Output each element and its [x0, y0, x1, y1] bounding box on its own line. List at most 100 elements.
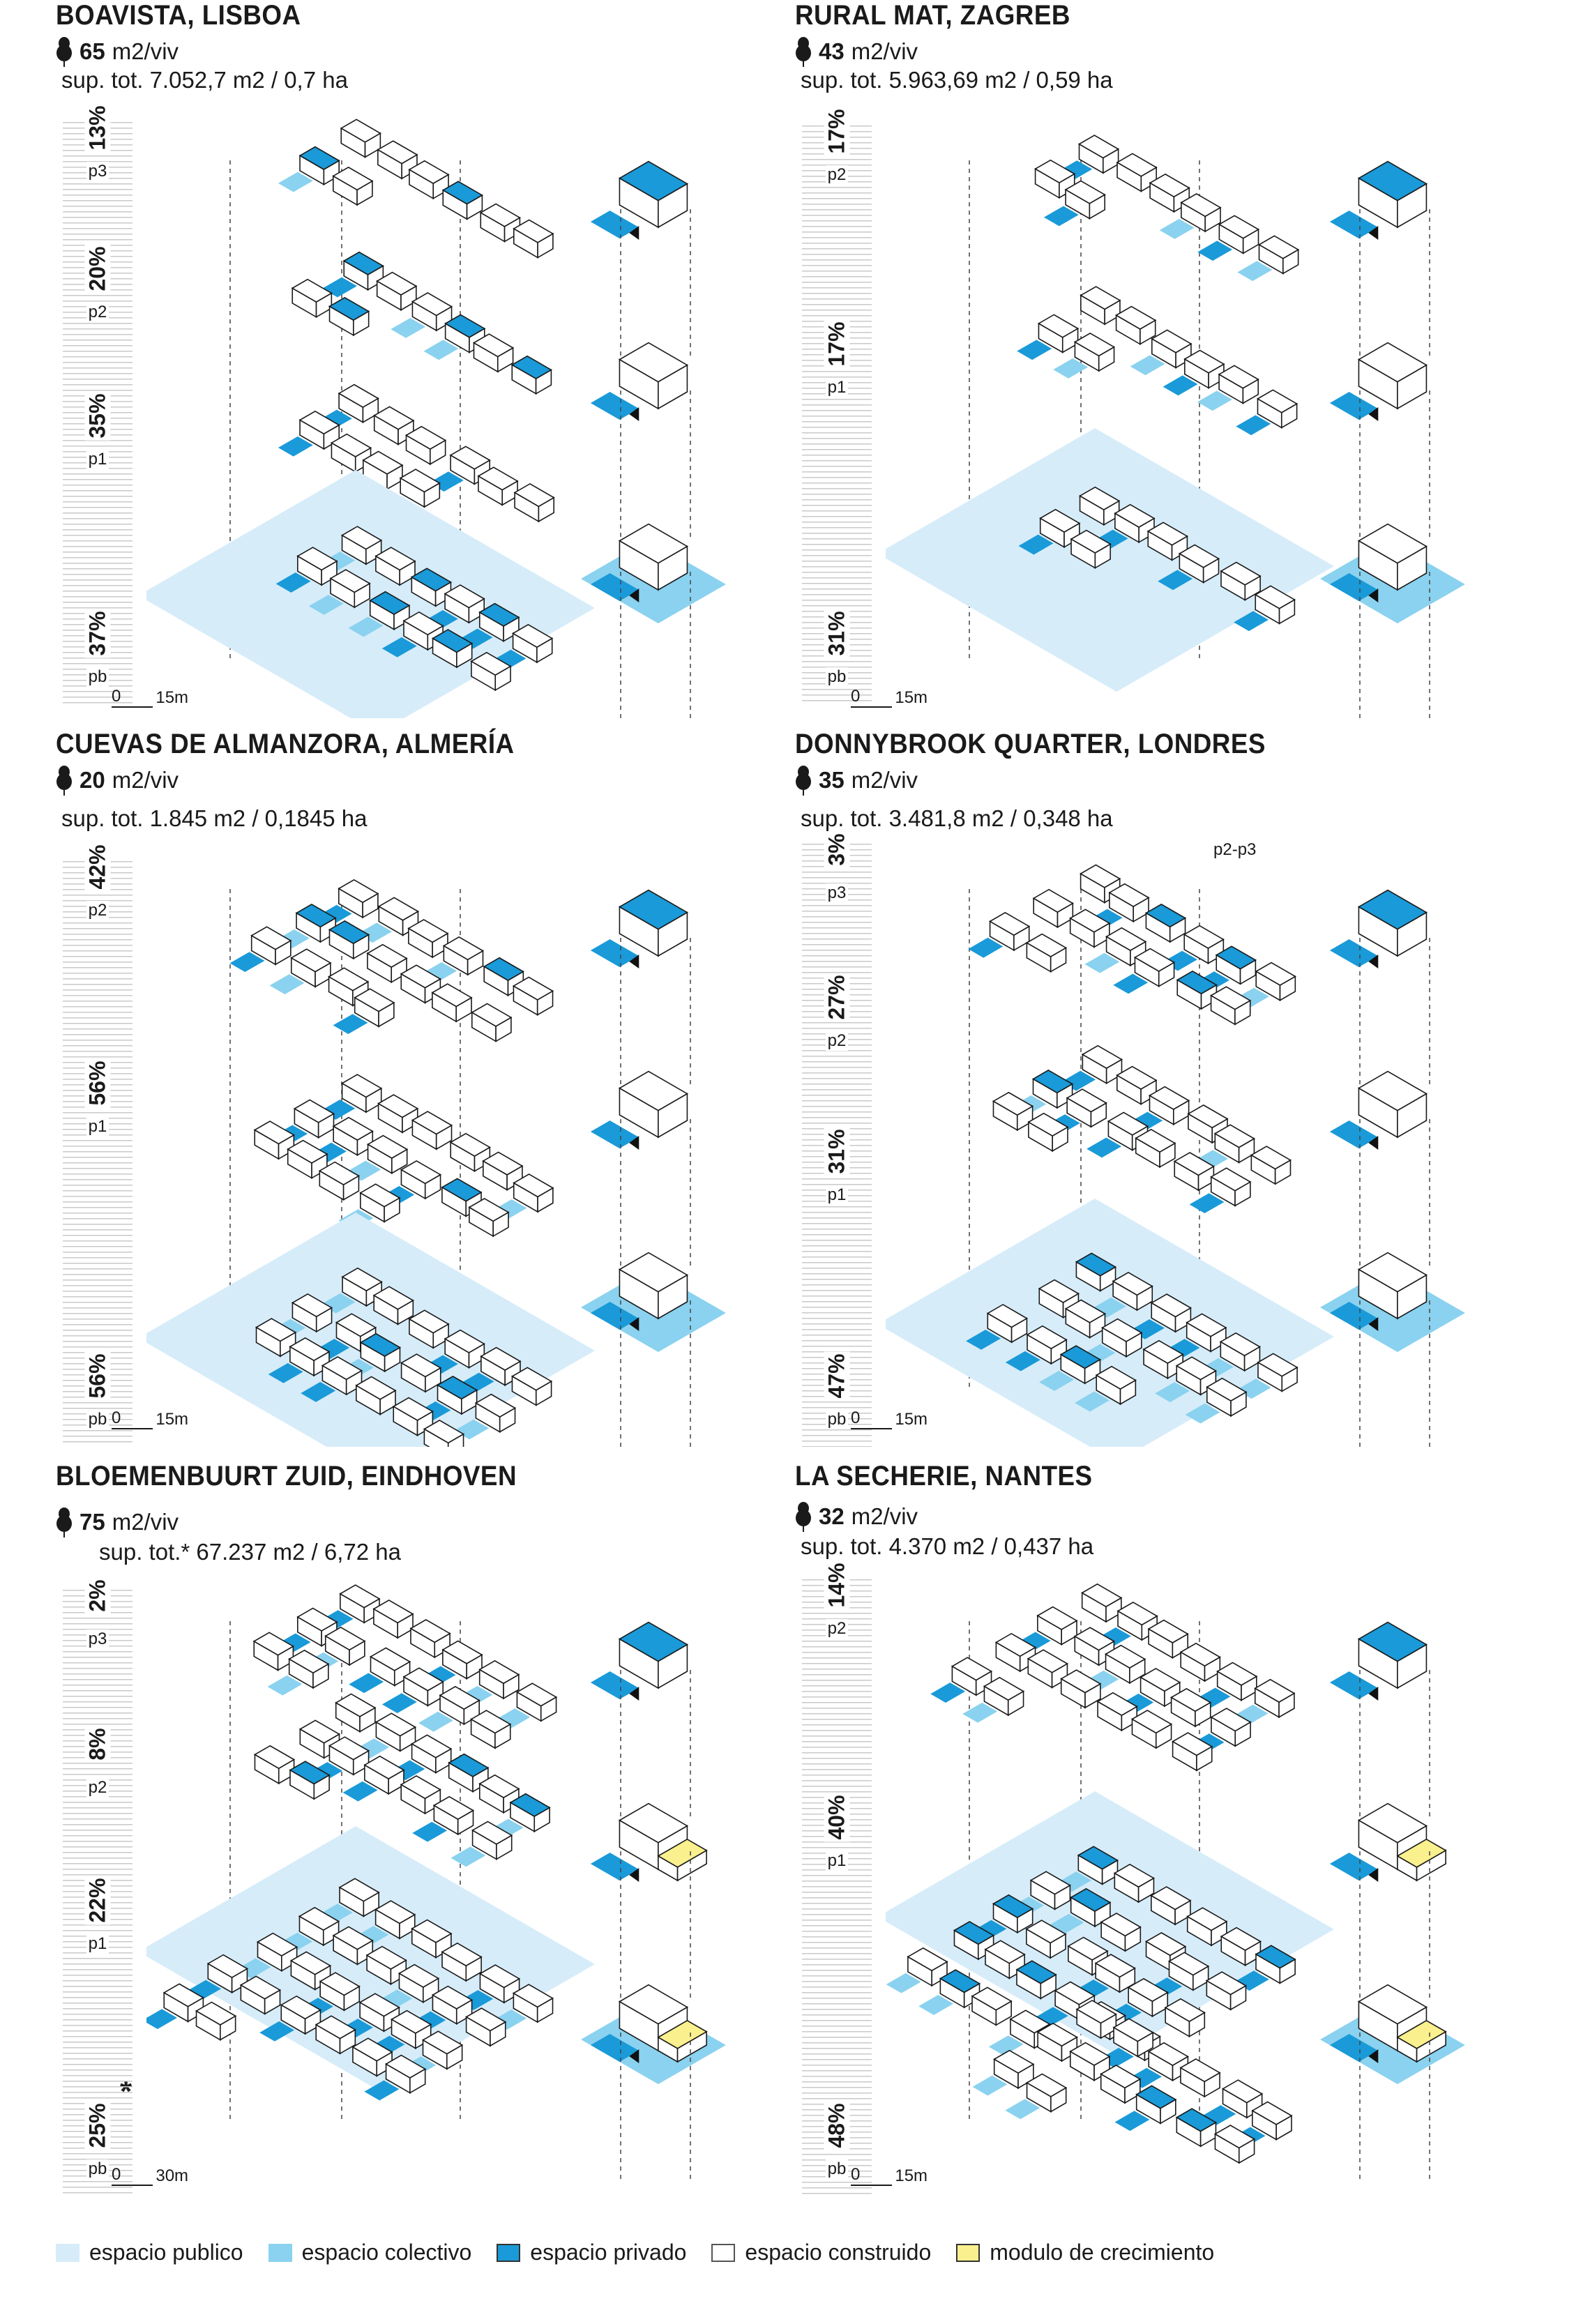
courtyard-plane [278, 436, 313, 457]
block-roof [338, 1878, 380, 1902]
building-block [338, 1878, 380, 1917]
building-block [470, 651, 512, 692]
block-roof [478, 602, 520, 627]
floor-percentage: 25% [84, 2101, 111, 2150]
building-block [1142, 1339, 1184, 1380]
building-block [409, 1618, 451, 1659]
block-roof [330, 433, 372, 457]
block-roof [397, 1964, 440, 1988]
building-block [338, 383, 379, 423]
building-block [328, 296, 370, 337]
block-roof [1186, 1313, 1227, 1337]
block-roof [289, 1951, 332, 1975]
entrance-arrow-icon [629, 1136, 639, 1150]
building-block [404, 425, 447, 466]
block-roof [1213, 1124, 1256, 1148]
building-block [332, 1116, 374, 1157]
building-block [195, 2001, 237, 2041]
block-roof [449, 1132, 491, 1157]
floor-p2: 42% p2 [63, 842, 132, 920]
block-roof [1112, 1271, 1153, 1296]
block-roof [1039, 508, 1081, 533]
building-block [478, 1964, 521, 2004]
building-block [1396, 1838, 1447, 1882]
block-roof [1210, 1167, 1252, 1192]
building-block [384, 2054, 427, 2094]
block-roof [400, 1353, 442, 1378]
building-block [1144, 903, 1187, 943]
floor-label: pb [86, 667, 109, 687]
private-space-plane [590, 1671, 639, 1699]
courtyard-plane [962, 1702, 998, 1723]
block-roof [971, 1987, 1013, 2011]
building-block [993, 2049, 1035, 2090]
scale-length: 15m [895, 688, 928, 707]
block-roof [372, 1286, 414, 1310]
building-block [1078, 486, 1121, 526]
courtyard-plane [278, 172, 313, 192]
block-roof [618, 1070, 689, 1111]
block-roof [411, 1111, 453, 1135]
block-roof [392, 1397, 434, 1421]
block-roof [1100, 1913, 1142, 1937]
building-block [392, 1397, 434, 1436]
block-roof [408, 160, 450, 184]
block-roof [1070, 529, 1112, 554]
scale-length: 15m [895, 1410, 928, 1429]
metric-value: 75 [80, 1509, 105, 1535]
building-block [239, 1975, 282, 2015]
floor-p1: 31% p1 [802, 1127, 872, 1206]
building-block [295, 903, 337, 943]
floor-percentage: 37% [84, 609, 111, 658]
building-block [363, 1755, 405, 1795]
block-roof [390, 2010, 432, 2034]
building-block [1025, 1920, 1067, 1959]
block-roof [951, 1657, 993, 1681]
building-block [471, 1003, 513, 1042]
building-block [373, 406, 415, 446]
building-block [332, 1926, 374, 1966]
courtyard-plane [450, 1846, 486, 1867]
building-block [291, 1293, 333, 1333]
isometric-drawing [146, 1584, 726, 2179]
building-block [468, 1197, 510, 1238]
block-roof [1210, 1708, 1252, 1732]
block-roof [1069, 2042, 1111, 2066]
courtyard-plane [1236, 415, 1271, 436]
block-roof [1176, 970, 1218, 995]
block-roof [287, 1139, 328, 1164]
public-space-plane [886, 1199, 1334, 1447]
building-block [1070, 529, 1112, 569]
block-roof [318, 1161, 361, 1185]
building-block [256, 1932, 298, 1972]
block-roof [411, 1734, 453, 1759]
block-roof [290, 948, 332, 973]
building-block [657, 1838, 708, 1882]
building-block [1219, 1332, 1262, 1372]
private-space-plane [590, 2034, 639, 2062]
block-roof [359, 1183, 401, 1208]
building-block [365, 1945, 407, 1985]
building-block [377, 140, 418, 180]
building-block [1101, 1318, 1143, 1358]
building-block [1213, 2125, 1256, 2164]
building-block [338, 879, 379, 919]
floor-label: p2 [825, 1031, 849, 1051]
swatch-publico [56, 2243, 80, 2262]
floor-percentage: 47% [824, 1351, 850, 1401]
floor-label: pb [825, 1410, 849, 1429]
building-block [1039, 508, 1081, 549]
building-block [477, 466, 519, 506]
block-roof [410, 568, 453, 592]
entrance-arrow-icon [1368, 407, 1379, 421]
courtyard-plane [269, 974, 305, 994]
courtyard-plane [308, 595, 344, 615]
block-roof [421, 2030, 464, 2055]
block-roof [373, 406, 415, 430]
private-space-plane [590, 1121, 639, 1148]
building-block [319, 1972, 361, 2012]
courtyard-plane [1185, 1403, 1220, 1424]
block-roof [479, 203, 521, 227]
floor-percentage: 27% [824, 973, 850, 1022]
building-block [340, 1074, 383, 1114]
